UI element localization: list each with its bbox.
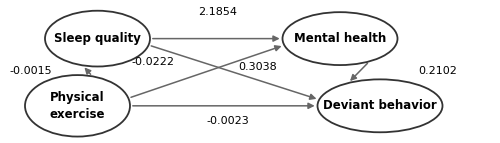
Text: 0.2102: 0.2102 — [418, 66, 457, 77]
Text: Mental health: Mental health — [294, 32, 386, 45]
Text: Physical
exercise: Physical exercise — [50, 91, 105, 121]
Text: Deviant behavior: Deviant behavior — [323, 99, 437, 112]
Ellipse shape — [318, 79, 442, 132]
Ellipse shape — [45, 11, 150, 66]
Text: 2.1854: 2.1854 — [198, 7, 237, 17]
Text: 0.3038: 0.3038 — [238, 62, 277, 72]
Ellipse shape — [25, 75, 130, 137]
Text: Sleep quality: Sleep quality — [54, 32, 141, 45]
Text: -0.0023: -0.0023 — [206, 116, 249, 126]
Ellipse shape — [282, 12, 398, 65]
Text: -0.0015: -0.0015 — [10, 66, 52, 76]
Text: -0.0222: -0.0222 — [131, 57, 174, 67]
